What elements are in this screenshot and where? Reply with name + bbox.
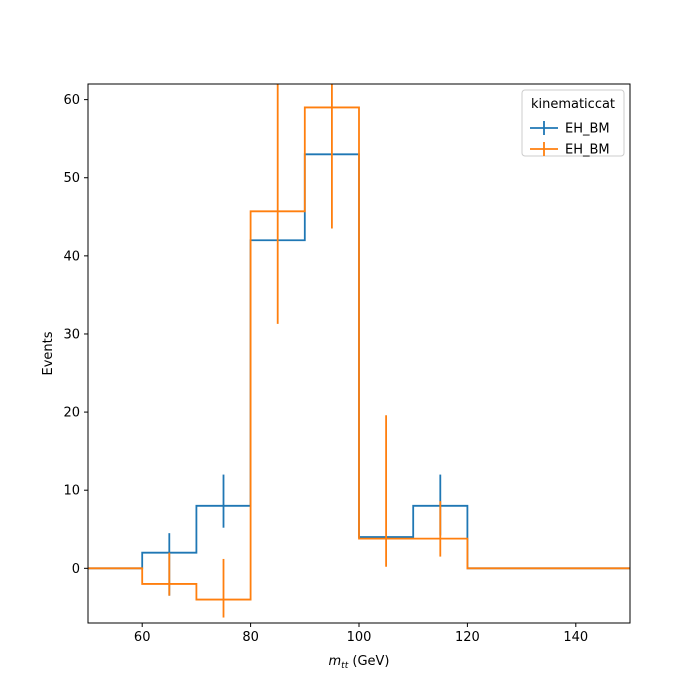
y-tick-label: 20 xyxy=(63,406,80,421)
x-axis-label: mtt (GeV) xyxy=(329,654,390,671)
x-axis-label-main: m xyxy=(329,654,342,669)
legend-title: kinematiccat xyxy=(531,97,615,112)
y-tick-label: 10 xyxy=(63,484,80,499)
series-2 xyxy=(88,84,630,618)
x-tick-label: 100 xyxy=(347,630,372,645)
x-tick-label: 120 xyxy=(455,630,480,645)
y-axis: 0 10 20 30 40 50 60 xyxy=(63,93,88,577)
x-tick-label: 80 xyxy=(242,630,259,645)
series-2-step-line xyxy=(88,106,630,601)
y-tick-label: 40 xyxy=(63,249,80,264)
y-axis-label: Events xyxy=(41,331,56,375)
x-tick-label: 60 xyxy=(134,630,151,645)
x-axis-label-unit: (GeV) xyxy=(348,654,389,669)
plot-area xyxy=(88,84,630,618)
y-tick-label: 0 xyxy=(72,562,80,577)
x-tick-label: 140 xyxy=(563,630,588,645)
y-tick-label: 50 xyxy=(63,171,80,186)
legend: kinematiccat EH_BM EH_BM xyxy=(521,89,625,158)
x-axis-label-sub: tt xyxy=(341,661,349,671)
y-tick-label: 60 xyxy=(63,93,80,108)
x-axis: 60 80 100 120 140 xyxy=(134,623,588,645)
y-tick-label: 30 xyxy=(63,327,80,342)
legend-box xyxy=(521,89,625,157)
legend-entry-label: EH_BM xyxy=(565,143,610,158)
legend-entry-label: EH_BM xyxy=(565,122,610,137)
